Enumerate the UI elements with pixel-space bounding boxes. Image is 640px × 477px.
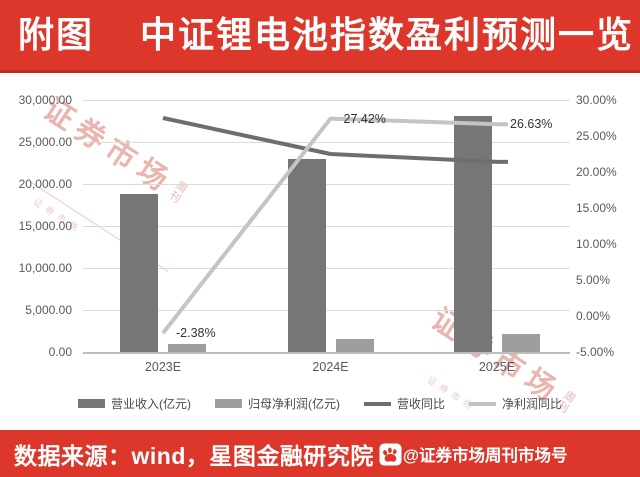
- y-axis-tick-right: 15.00%: [576, 201, 617, 215]
- x-axis-label-2024E: 2024E: [312, 360, 349, 374]
- y-axis-tick-left: 10,000.00: [18, 261, 72, 275]
- bar-revenue-2023E: [120, 194, 158, 352]
- legend-item-revenue: 营业收入(亿元): [77, 395, 191, 412]
- legend-label-net_profit: 归母净利润(亿元): [247, 397, 340, 411]
- figure-tag: 附图: [18, 14, 95, 55]
- footer-banner: 数据来源：wind，星图金融研究院 @证券市场周刊市场号: [0, 430, 640, 477]
- legend-label-revenue_yoy: 营收同比: [396, 397, 445, 411]
- point-label-net_profit_yoy-2024E: 27.42%: [343, 111, 386, 126]
- y-axis-tick-left: 30,000.00: [18, 93, 72, 107]
- bar-net_profit-2024E: [335, 338, 374, 352]
- y-axis-tick-right: 30.00%: [576, 93, 617, 107]
- x-axis-label-2023E: 2023E: [144, 360, 182, 374]
- y-axis-tick-left: 5,000.00: [25, 303, 72, 317]
- data-source-text: 数据来源：wind，星图金融研究院: [14, 442, 374, 469]
- gridline: [83, 100, 570, 101]
- legend-swatch-net_profit_yoy: [469, 401, 496, 406]
- y-axis-tick-right: 0.00%: [576, 309, 611, 323]
- y-axis-tick-right: 20.00%: [576, 165, 617, 179]
- legend-item-revenue_yoy: 营收同比: [363, 395, 445, 412]
- legend-item-net_profit: 归母净利润(亿元): [214, 395, 340, 412]
- y-axis-tick-left: 0.00: [48, 345, 72, 359]
- x-axis-line: [83, 352, 570, 354]
- bar-net_profit-2023E: [168, 343, 206, 352]
- legend-item-net_profit_yoy: 净利润同比: [469, 395, 562, 412]
- account-handle-text: @证券市场周刊市场号: [402, 446, 568, 465]
- bar-net_profit-2025E: [502, 333, 540, 352]
- y-axis-tick-left: 15,000.00: [18, 219, 72, 233]
- y-axis-tick-left: 20,000.00: [18, 177, 72, 191]
- y-axis-tick-left: 25,000.00: [18, 135, 72, 149]
- chart-legend: 营业收入(亿元) 归母净利润(亿元) 营收同比 净利润同比: [0, 395, 640, 412]
- gridline: [83, 142, 570, 143]
- bar-revenue-2024E: [287, 158, 326, 352]
- y-axis-tick-right: -5.00%: [576, 345, 615, 359]
- page-title: 中证锂电池指数盈利预测一览: [140, 14, 635, 55]
- chart-area: 证券市场 周刊 证券市场 证券市场 周刊 证券市场 30,000.00 25,00…: [0, 73, 640, 430]
- gridline: [83, 184, 570, 185]
- legend-swatch-revenue: [77, 399, 105, 408]
- legend-swatch-net_profit: [214, 399, 242, 408]
- point-label-net_profit_yoy-2023E: -2.38%: [176, 326, 216, 341]
- y-axis-tick-right: 5.00%: [576, 273, 611, 287]
- point-label-net_profit_yoy-2025E: 26.63%: [510, 117, 553, 132]
- bar-revenue-2025E: [454, 115, 492, 352]
- legend-swatch-revenue_yoy: [363, 401, 391, 406]
- header-banner: 附图 中证锂电池指数盈利预测一览: [0, 0, 640, 73]
- legend-label-revenue: 营业收入(亿元): [110, 397, 191, 411]
- x-axis-label-2025E: 2025E: [478, 360, 516, 374]
- y-axis-tick-right: 25.00%: [576, 129, 617, 143]
- y-axis-tick-right: 10.00%: [576, 237, 617, 251]
- legend-label-net_profit_yoy: 净利润同比: [502, 397, 563, 411]
- baidu-paw-icon: [379, 443, 402, 466]
